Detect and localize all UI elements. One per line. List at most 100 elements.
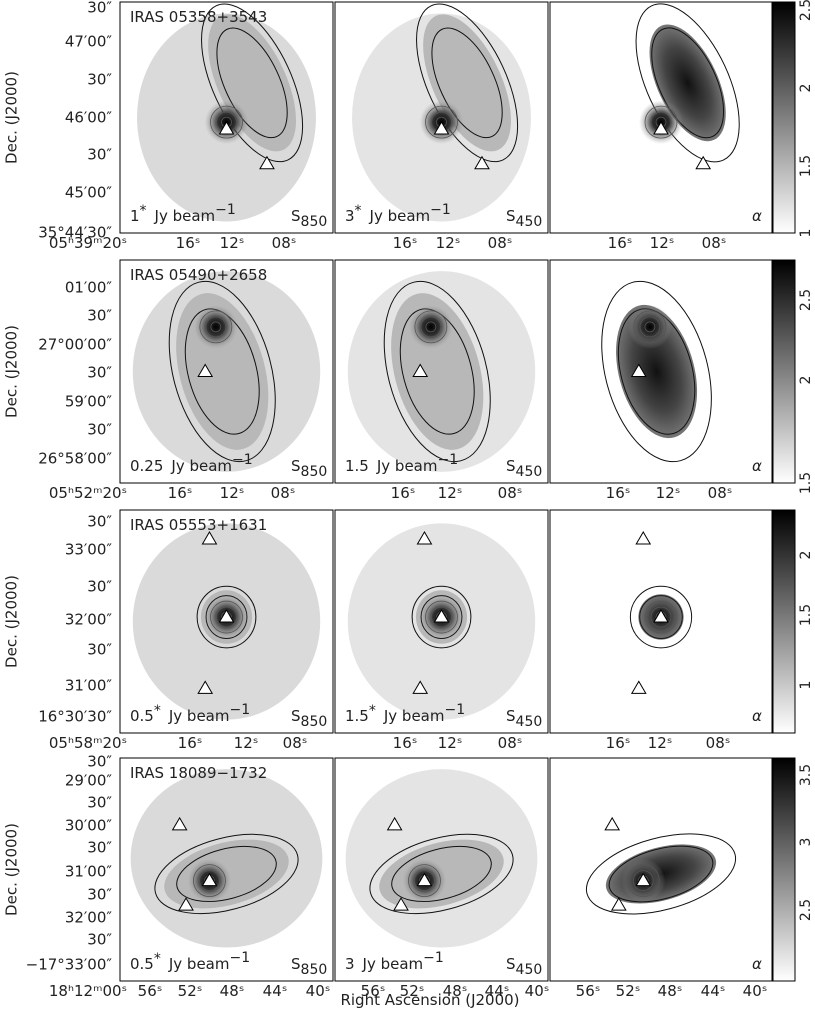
map-sub: 450 bbox=[516, 464, 543, 480]
colorbar-tick-label: 3 bbox=[798, 838, 814, 847]
ra-tick-label: 56ˢ bbox=[361, 982, 386, 1000]
ra-tick-label: 40ˢ bbox=[525, 982, 550, 1000]
source-marker bbox=[653, 121, 669, 135]
source-marker bbox=[393, 897, 409, 911]
source-name: IRAS 18089−1732 bbox=[130, 764, 267, 782]
colorbar bbox=[772, 259, 796, 484]
dec-tick-label: 30″ bbox=[87, 146, 112, 164]
ra-tick-label: 48ˢ bbox=[658, 982, 683, 1000]
scale-unit: Jy beam bbox=[168, 707, 230, 725]
contour bbox=[193, 864, 226, 898]
colorbar-tick-label: 1.5 bbox=[798, 604, 814, 626]
dec-tick-label: 30″ bbox=[87, 641, 112, 659]
map-name: S850 bbox=[291, 207, 327, 230]
map-panel bbox=[334, 757, 549, 982]
colorbar-tick-label: 2.5 bbox=[798, 899, 814, 921]
ra-tick-label: 40ˢ bbox=[743, 982, 768, 1000]
scale-exp: −1 bbox=[229, 702, 250, 718]
ra-tick-label: 12ˢ bbox=[648, 734, 673, 752]
scale-value: 1 bbox=[130, 207, 140, 225]
map-panel bbox=[549, 757, 773, 982]
contour bbox=[411, 585, 472, 649]
dec-tick-label: 30″ bbox=[87, 886, 112, 904]
contour bbox=[201, 3, 304, 163]
dec-tick-label: 30″ bbox=[87, 578, 112, 596]
colorbar-tick-label: 2 bbox=[798, 376, 814, 385]
ra-tick-label: 16ˢ bbox=[393, 734, 418, 752]
map-name: α bbox=[752, 955, 762, 973]
panel-frame bbox=[119, 757, 334, 982]
contour bbox=[608, 845, 714, 903]
map-symbol: α bbox=[752, 457, 762, 475]
source-marker bbox=[653, 609, 669, 623]
ra-tick-label: 08ˢ bbox=[702, 234, 727, 252]
ra-tick-label: 12ˢ bbox=[438, 484, 463, 502]
ra-tick-label: 16ˢ bbox=[391, 484, 416, 502]
source-marker bbox=[171, 816, 188, 831]
ra-tick-label: 12ˢ bbox=[436, 234, 461, 252]
map-name: α bbox=[752, 707, 762, 725]
source-name: IRAS 05358+3543 bbox=[130, 8, 267, 26]
scale-unit: Jy beam bbox=[383, 707, 445, 725]
scale-value: 1.5 bbox=[345, 457, 369, 475]
scale-unit: Jy beam bbox=[154, 207, 216, 225]
y-axis-label: Dec. (J2000) bbox=[3, 575, 21, 668]
ra-tick-label: 08ˢ bbox=[283, 734, 308, 752]
y-axis-label: Dec. (J2000) bbox=[3, 71, 21, 164]
contour bbox=[154, 833, 299, 915]
core bbox=[408, 304, 453, 349]
map-symbol: S bbox=[506, 707, 516, 725]
contour bbox=[168, 280, 276, 463]
scale-exp: −1 bbox=[423, 950, 444, 966]
dec-tick-label: 26°58′00″ bbox=[38, 450, 112, 468]
map-sub: 450 bbox=[516, 962, 543, 978]
dec-tick-label: 30″ bbox=[87, 71, 112, 89]
source-marker bbox=[412, 680, 429, 694]
contour bbox=[632, 870, 654, 892]
panel-frame bbox=[334, 509, 549, 734]
contour bbox=[369, 833, 514, 915]
ra-tick-label: 12ˢ bbox=[650, 234, 675, 252]
source-marker bbox=[197, 363, 214, 377]
dec-tick-label: 30″ bbox=[87, 307, 112, 325]
ra-tick-label: 16ˢ bbox=[608, 234, 633, 252]
dec-tick-label: 30″ bbox=[87, 0, 112, 17]
map-panel bbox=[334, 509, 549, 734]
panel-frame bbox=[119, 509, 334, 734]
dec-tick-label: −17°33′00″ bbox=[26, 956, 113, 974]
y-axis-label: Dec. (J2000) bbox=[3, 325, 21, 418]
panel-frame bbox=[334, 1, 549, 234]
panel-frame bbox=[549, 1, 773, 234]
contour bbox=[205, 316, 227, 338]
scale-mark: * bbox=[140, 203, 147, 219]
map-sub: 850 bbox=[301, 214, 328, 230]
colorbar bbox=[772, 509, 796, 734]
core bbox=[627, 304, 672, 349]
map-panel bbox=[334, 259, 549, 484]
contour bbox=[383, 280, 491, 463]
map-panel bbox=[334, 1, 549, 234]
scale-value: 3 bbox=[345, 207, 355, 225]
ra-tick-label: 12ˢ bbox=[656, 484, 681, 502]
ra-tick-label: 16ˢ bbox=[178, 734, 203, 752]
scale-value: 0.25 bbox=[130, 457, 163, 475]
panel-frame bbox=[549, 259, 773, 484]
scale-value: 3 bbox=[345, 955, 355, 973]
map-name: S450 bbox=[506, 707, 542, 730]
source-marker bbox=[695, 155, 712, 170]
scale-exp: −1 bbox=[232, 452, 253, 468]
alpha-map bbox=[649, 24, 726, 142]
source-marker bbox=[635, 872, 652, 887]
scale-unit: Jy beam bbox=[168, 955, 230, 973]
scale-mark: * bbox=[154, 951, 161, 967]
scale-exp: −1 bbox=[215, 202, 236, 218]
ra-tick-label: 08ˢ bbox=[498, 734, 523, 752]
ra-tick-label: 44ˢ bbox=[485, 982, 510, 1000]
source-marker bbox=[433, 121, 450, 135]
panel-frame bbox=[549, 509, 773, 734]
source-marker bbox=[630, 363, 647, 377]
map-panel bbox=[549, 509, 773, 734]
ra-tick-label: 48ˢ bbox=[220, 982, 245, 1000]
